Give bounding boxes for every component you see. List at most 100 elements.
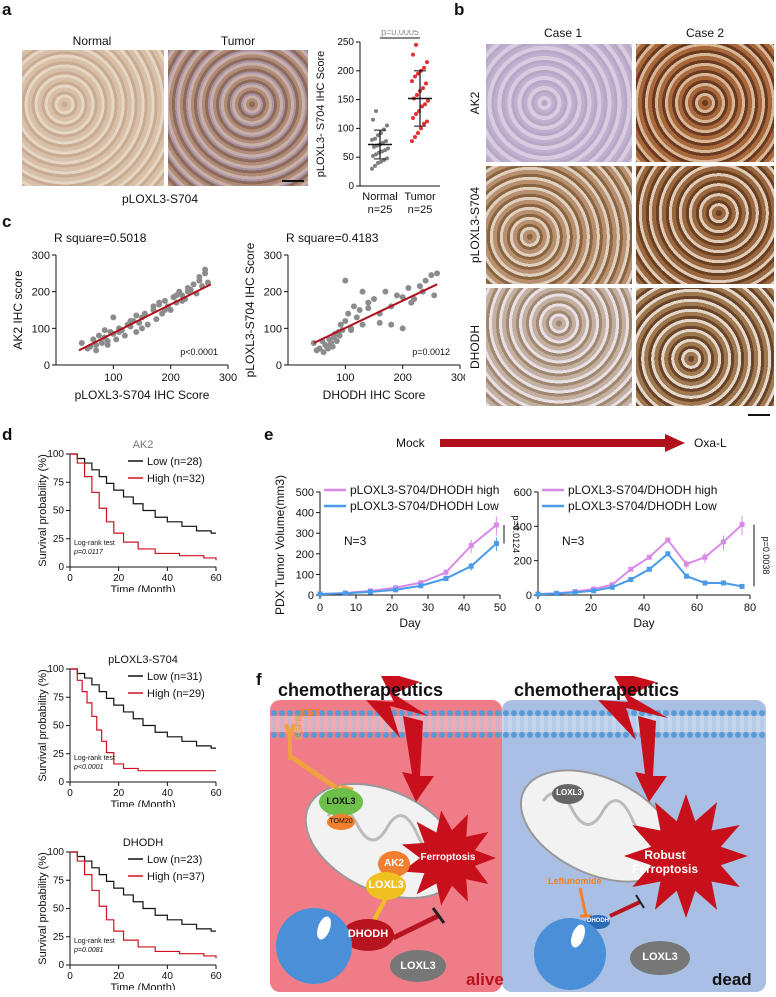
data-point [382,288,389,295]
lipid-head [311,710,317,716]
data-point [144,321,151,328]
ihc-dhodh-case2 [636,288,774,406]
n-label: N=3 [562,534,585,548]
lipid-head [391,732,397,738]
y-tick-label: 0 [58,562,64,573]
lipid-head [575,732,581,738]
ferroptosis-label: Ferroptosis [420,852,476,863]
data-point [184,288,191,295]
lipid-head [599,732,605,738]
data-point [399,325,406,332]
data-point [393,292,400,299]
case2-label: Case 2 [685,26,725,40]
r-square-label: R square=0.5018 [54,231,147,245]
lipid-head [623,732,629,738]
data-point [365,305,372,312]
data-point [139,325,145,332]
data-point [414,42,418,47]
chemo-left-label: chemotherapeutics [278,680,444,700]
data-point [345,310,352,317]
p-value: p=0.0005 [381,30,419,37]
lipid-head [679,710,685,716]
data-point [196,274,203,280]
lipid-head [743,732,749,738]
data-point [373,163,377,168]
data-point [78,340,85,346]
x-tick-label: 10 [350,602,362,614]
km-ploxl3: 0 25 50 75 100 0 20 40 60 pLOXL3-S704 Low (n=31) Hi… [37,655,222,807]
lipid-head [583,710,589,716]
data-point [399,294,406,301]
series-low [319,542,498,595]
y-axis-label: Survival probability (%) [37,454,49,566]
km-low-curve [70,668,216,749]
y-tick-label: 0 [44,360,50,372]
data-point [113,336,120,343]
lipid-head [591,732,597,738]
y-tick-label: 200 [32,287,50,299]
x-tick-label: 40 [162,971,174,982]
lipid-head [479,732,485,738]
data-point [405,285,412,291]
lipid-head [399,732,405,738]
lipid-head [559,710,565,716]
lipid-head [687,710,693,716]
lipid-head [351,732,357,738]
data-point [320,349,327,356]
x-tick-label: 40 [458,602,470,614]
data-point [93,347,100,354]
bolt-arrow-left [402,716,434,802]
case1-label: Case 1 [543,26,583,40]
x-tick-label: 60 [210,573,222,584]
panel-label-c: c [2,212,12,231]
regression-line [313,283,438,344]
y-tick-label: 0 [58,777,64,788]
lipid-head [759,710,765,716]
lipid-head [447,710,453,716]
x-axis-label: Day [633,616,654,630]
data-point [414,112,418,116]
y-tick-label: 25 [53,749,65,760]
x-tick-label: 20 [113,788,125,799]
data-point [413,74,417,79]
data-point [156,299,163,306]
x-tick-label: 20 [113,573,125,584]
lipid-head [695,732,701,738]
lipid-head [295,732,301,738]
lipid-head [719,732,725,738]
y-tick-label: 50 [343,152,355,163]
lipid-head [671,710,677,716]
lipid-head [743,710,749,716]
series-low-point [628,577,634,583]
x-tick-label: 200 [161,372,179,384]
leflunomide-label: Leflunomide [548,876,602,886]
x-tick-label: 80 [744,602,756,614]
panel-label-f: f [256,670,262,689]
data-point [133,329,140,335]
lipid-head [279,732,285,738]
lipid-head [471,710,477,716]
lipid-head [759,732,765,738]
data-point [316,345,323,352]
panel-label-d: d [2,425,13,444]
series-low [537,552,743,596]
ihc-ploxl3-case2 [636,166,774,284]
data-point [342,318,349,324]
km-title: AK2 [133,440,154,451]
y-tick-label: 500 [296,487,314,499]
lipid-head [495,732,501,738]
tumor-label: Tumor [220,34,256,48]
lipid-head [711,710,717,716]
x-tick-label: 0 [67,971,73,982]
data-point [96,332,102,339]
row-label-ploxl3: pLOXL3-S704 [468,166,482,284]
data-point [359,321,366,328]
loxl3-tom20-label: LOXL3 [326,796,356,806]
lipid-head [551,732,557,738]
stain-label: pLOXL3-S704 [121,192,199,206]
lipid-head [479,710,485,716]
y-tick-label: 100 [337,123,354,134]
data-point [337,321,344,328]
lipid-head [535,710,541,716]
x-tick-label: 300 [219,372,237,384]
